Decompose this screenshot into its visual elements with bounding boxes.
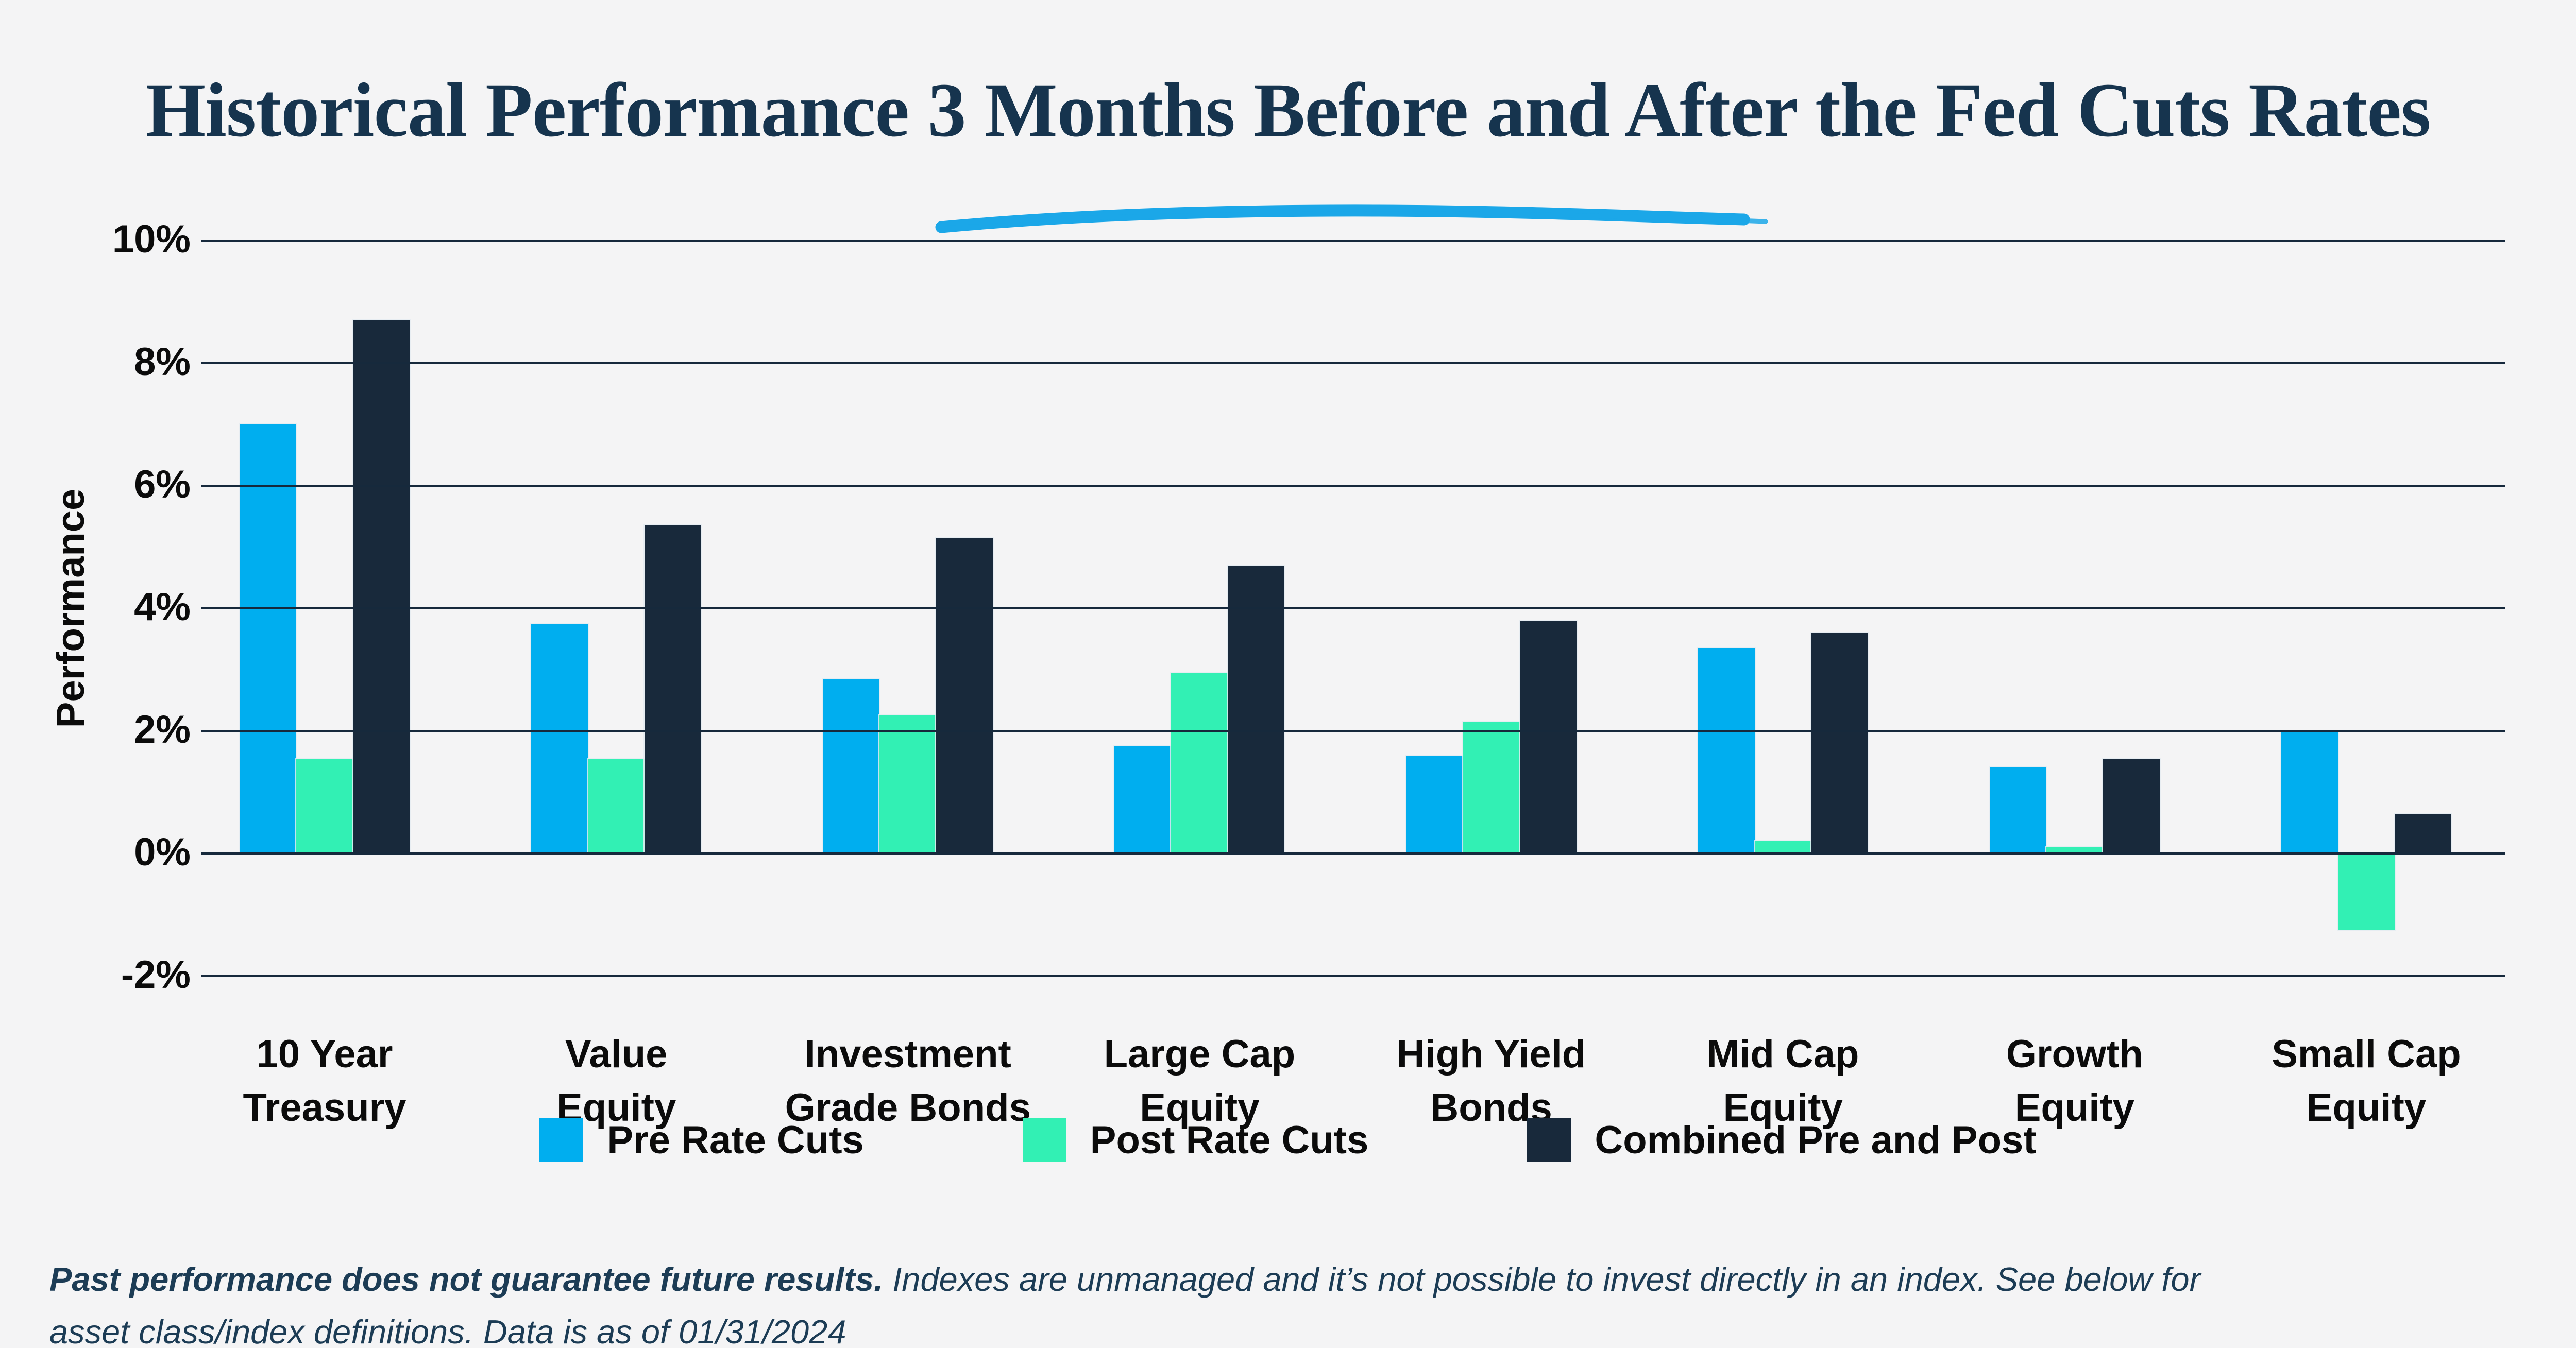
bar-post-rate-cuts-10-year — [295, 757, 354, 855]
bar-pre-rate-cuts-growth — [1988, 766, 2047, 855]
title-underline-brushstroke — [935, 204, 1768, 233]
y-tick-label-0: 0% — [134, 830, 191, 874]
category-label-large-cap: Large Cap Equity — [1104, 1032, 1296, 1130]
legend: Pre Rate Cuts Post Rate Cuts Combined Pre … — [0, 1118, 2576, 1163]
y-tick-label-2: 2% — [134, 708, 191, 752]
y-tick-label-6: 6% — [134, 463, 191, 506]
grid-line-6 — [201, 485, 2505, 487]
bar-combined-pre-and-post-10-year — [352, 319, 411, 855]
bar-post-rate-cuts-high-yield — [1462, 721, 1521, 855]
legend-item-combined-pre-and-post: Combined Pre and Post — [1527, 1118, 2037, 1163]
bar-combined-pre-and-post-large-cap — [1227, 564, 1286, 855]
grid-line-0 — [201, 852, 2505, 855]
legend-swatch-pre-rate-cuts — [539, 1118, 584, 1162]
legend-label-pre-rate-cuts: Pre Rate Cuts — [607, 1118, 864, 1162]
category-label-growth: Growth Equity — [2006, 1032, 2143, 1130]
legend-item-pre-rate-cuts: Pre Rate Cuts — [539, 1118, 864, 1163]
bar-combined-pre-and-post-investment — [935, 537, 994, 855]
legend-swatch-combined-pre-and-post — [1527, 1118, 1571, 1162]
plot-area: Performance — [49, 240, 2505, 977]
category-label-value: Value Equity — [556, 1032, 676, 1130]
category-label-mid-cap: Mid Cap Equity — [1706, 1032, 1859, 1130]
bar-post-rate-cuts-investment — [878, 714, 938, 855]
bar-pre-rate-cuts-mid-cap — [1697, 647, 1756, 855]
bar-combined-pre-and-post-value — [643, 524, 703, 855]
legend-swatch-post-rate-cuts — [1022, 1118, 1066, 1162]
grid-line--2 — [201, 975, 2505, 977]
bar-post-rate-cuts-value — [587, 757, 646, 855]
category-label-investment: Investment Grade Bonds — [785, 1032, 1031, 1130]
bar-post-rate-cuts-small-cap — [2336, 852, 2396, 931]
y-tick-label-4: 4% — [134, 585, 191, 629]
grid-line-2 — [201, 730, 2505, 732]
bar-pre-rate-cuts-large-cap — [1113, 745, 1173, 855]
chart-title: Historical Performance 3 Months Before a… — [145, 67, 2431, 153]
footnote-bold-sentence: Past performance does not guarantee futu… — [49, 1260, 884, 1298]
legend-label-post-rate-cuts: Post Rate Cuts — [1090, 1118, 1369, 1162]
bar-pre-rate-cuts-10-year — [239, 423, 297, 855]
grid-line-8 — [201, 362, 2505, 364]
legend-item-post-rate-cuts: Post Rate Cuts — [1022, 1118, 1369, 1163]
bar-post-rate-cuts-growth — [2045, 846, 2104, 855]
bar-pre-rate-cuts-small-cap — [2280, 730, 2339, 855]
bar-combined-pre-and-post-small-cap — [2393, 812, 2452, 855]
bar-post-rate-cuts-mid-cap — [1753, 840, 1812, 855]
bar-post-rate-cuts-large-cap — [1170, 671, 1229, 855]
bar-pre-rate-cuts-investment — [822, 677, 881, 855]
y-tick-label-10: 10% — [112, 217, 191, 261]
bar-combined-pre-and-post-high-yield — [1518, 619, 1578, 855]
category-label-small-cap: Small Cap Equity — [2272, 1032, 2461, 1130]
y-tick-label--2: -2% — [121, 953, 191, 997]
footnote: Past performance does not guarantee futu… — [49, 1253, 2522, 1348]
grid-line-10 — [201, 240, 2505, 242]
legend-label-combined-pre-and-post: Combined Pre and Post — [1595, 1118, 2037, 1162]
bar-combined-pre-and-post-mid-cap — [1810, 632, 1869, 855]
footnote-line1-rest: Indexes are unmanaged and it’s not possi… — [883, 1260, 2201, 1298]
grid-line-4 — [201, 607, 2505, 609]
category-label-10-year: 10 Year Treasury — [243, 1032, 406, 1130]
y-tick-label-8: 8% — [134, 340, 191, 384]
footnote-line2: asset class/index definitions. Data is a… — [49, 1313, 846, 1348]
bar-pre-rate-cuts-value — [530, 622, 589, 855]
bar-pre-rate-cuts-high-yield — [1405, 754, 1464, 855]
bar-combined-pre-and-post-growth — [2102, 757, 2161, 855]
